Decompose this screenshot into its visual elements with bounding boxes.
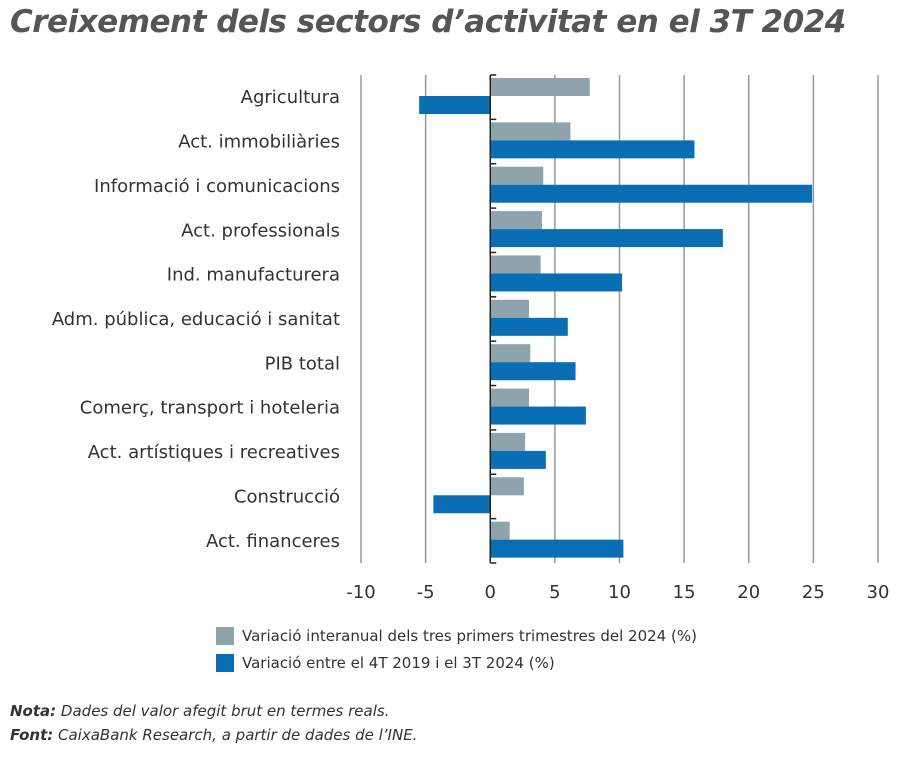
bar-blue (490, 539, 624, 558)
category-label: Ind. manufacturera (167, 265, 340, 286)
bar-gray (490, 521, 510, 540)
bar-gray (490, 299, 530, 318)
bar-gray (490, 477, 524, 496)
note-text: Dades del valor afegit brut en termes re… (56, 702, 390, 720)
x-tick-label: 30 (867, 582, 890, 603)
x-tick-label: 0 (485, 582, 496, 603)
category-label: Comerç, transport i hoteleria (80, 398, 340, 419)
bar-gray (490, 211, 542, 230)
x-tick-label: 10 (608, 582, 631, 603)
legend-swatch-gray (216, 627, 234, 645)
legend-label: Variació entre el 4T 2019 i el 3T 2024 (… (242, 654, 555, 672)
source-label: Font: (10, 726, 54, 744)
x-tick-label: -5 (417, 582, 435, 603)
bar-gray (490, 166, 544, 185)
note: Nota: Dades del valor afegit brut en ter… (10, 702, 389, 720)
category-label: Act. financeres (206, 531, 340, 552)
bar-chart: -10 -5 0 5 10 15 20 25 30 Agricultura Act. immobil… (52, 74, 890, 603)
category-label: Act. professionals (181, 220, 340, 241)
bar-blue (490, 273, 623, 292)
bar-gray (490, 78, 590, 96)
legend-item-1: Variació interanual dels tres primers tr… (216, 627, 697, 645)
bar-blue (490, 450, 546, 469)
category-label: Construcció (234, 486, 340, 507)
bar-gray (490, 122, 571, 141)
bar-gray (490, 255, 541, 274)
bar-blue (419, 96, 491, 114)
bar-blue (490, 317, 568, 336)
category-label: Agricultura (241, 87, 340, 108)
x-tick-label: 5 (549, 582, 560, 603)
legend-swatch-blue (216, 654, 234, 672)
bar-blue (490, 229, 723, 248)
source: Font: CaixaBank Research, a partir de da… (10, 726, 417, 744)
bar-gray (490, 344, 531, 363)
bar-gray (490, 432, 526, 451)
x-tick-label: 15 (673, 582, 696, 603)
x-tick-label: -10 (346, 582, 375, 603)
bar-blue (490, 184, 813, 203)
legend-label: Variació interanual dels tres primers tr… (242, 627, 697, 645)
chart-title: Creixement dels sectors d’activitat en e… (10, 4, 846, 40)
category-label: Act. immobiliàries (178, 132, 340, 153)
note-label: Nota: (10, 702, 57, 720)
bar-blue (490, 362, 576, 381)
category-label: PIB total (265, 353, 340, 374)
bar-blue (490, 140, 695, 159)
source-text: CaixaBank Research, a partir de dades de… (53, 726, 418, 744)
bar-gray (490, 388, 530, 407)
bar-blue (433, 495, 491, 514)
category-label: Informació i comunicacions (94, 176, 340, 197)
legend-item-2: Variació entre el 4T 2019 i el 3T 2024 (… (216, 654, 555, 672)
x-tick-label: 25 (802, 582, 825, 603)
category-label: Adm. pública, educació i sanitat (52, 309, 340, 330)
category-label: Act. artístiques i recreatives (88, 442, 340, 463)
x-tick-label: 20 (737, 582, 760, 603)
bar-blue (490, 406, 586, 425)
